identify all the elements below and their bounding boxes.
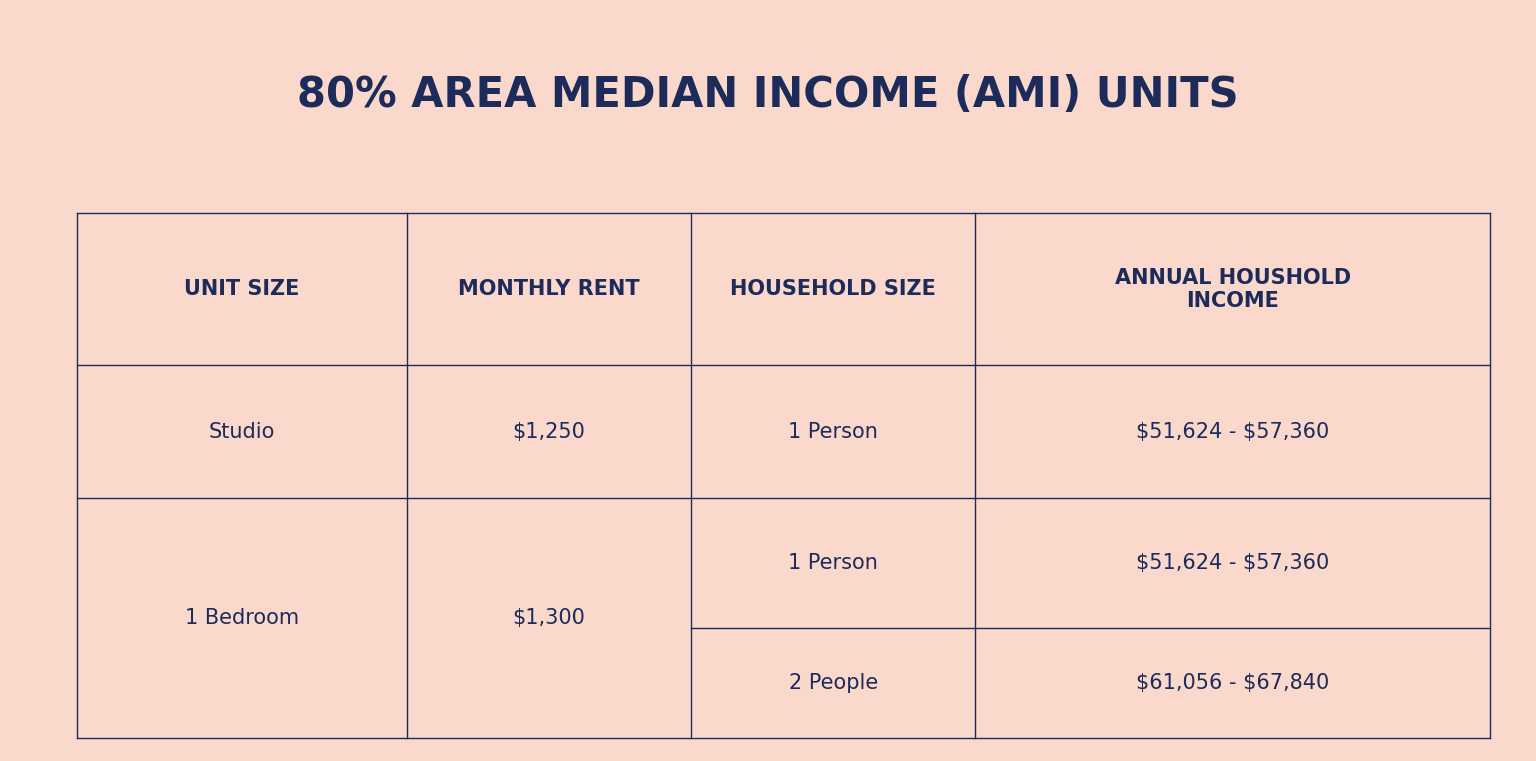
Text: 1 Person: 1 Person bbox=[788, 553, 879, 573]
Text: MONTHLY RENT: MONTHLY RENT bbox=[458, 279, 641, 299]
Text: UNIT SIZE: UNIT SIZE bbox=[184, 279, 300, 299]
Text: $61,056 - $67,840: $61,056 - $67,840 bbox=[1137, 673, 1329, 693]
Text: 80% AREA MEDIAN INCOME (AMI) UNITS: 80% AREA MEDIAN INCOME (AMI) UNITS bbox=[296, 74, 1240, 116]
Text: 1 Bedroom: 1 Bedroom bbox=[184, 608, 300, 629]
Text: 1 Person: 1 Person bbox=[788, 422, 879, 442]
Text: $51,624 - $57,360: $51,624 - $57,360 bbox=[1137, 422, 1329, 442]
Text: HOUSEHOLD SIZE: HOUSEHOLD SIZE bbox=[730, 279, 937, 299]
Text: $1,250: $1,250 bbox=[513, 422, 585, 442]
Text: $51,624 - $57,360: $51,624 - $57,360 bbox=[1137, 553, 1329, 573]
Text: ANNUAL HOUSHOLD
INCOME: ANNUAL HOUSHOLD INCOME bbox=[1115, 268, 1350, 310]
Text: $1,300: $1,300 bbox=[513, 608, 585, 629]
Text: Studio: Studio bbox=[209, 422, 275, 442]
Text: 2 People: 2 People bbox=[788, 673, 879, 693]
